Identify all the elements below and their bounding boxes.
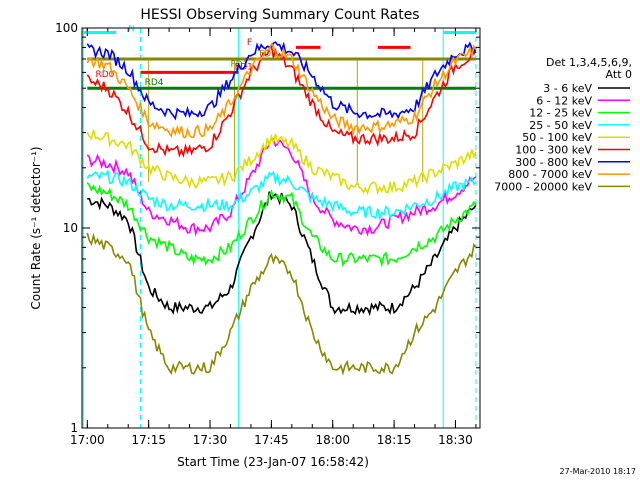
legend-entry-label: 50 - 100 keV [522, 131, 592, 144]
legend-entry-label: 7000 - 20000 keV [494, 180, 592, 193]
legend-entry-label: 12 - 25 keV [529, 107, 592, 120]
y-tick-label: 10 [63, 221, 78, 235]
series-line [86, 129, 477, 196]
y-tick-label: 100 [55, 21, 78, 35]
legend-entry-label: 100 - 300 keV [515, 144, 592, 157]
series-line [86, 41, 477, 121]
legend-entry-label: 300 - 800 keV [515, 156, 592, 169]
legend-entry-label: 3 - 6 keV [543, 82, 592, 95]
legend-entry-label: 800 - 7000 keV [508, 168, 592, 181]
flag-label: RD4 [145, 78, 164, 88]
x-tick-label: 17:45 [254, 433, 289, 447]
legend-title: Det 1,3,4,5,6,9, [546, 56, 632, 69]
y-axis-label: Count Rate (s⁻¹ detector⁻¹) [29, 146, 43, 309]
x-tick-label: 18:00 [315, 433, 350, 447]
legend-entry-label: 6 - 12 keV [536, 94, 592, 107]
series-line [86, 44, 477, 159]
flag-label: F [247, 38, 252, 48]
series-layer [86, 41, 477, 376]
axes: 17:00 17:15 17:30 17:45 18:00 18:15 18:30 1 10 10… [55, 21, 481, 447]
series-line [86, 182, 477, 268]
series-line [86, 232, 477, 376]
x-tick-label: 18:30 [438, 433, 473, 447]
footer-timestamp: 27-Mar-2010 18:17 [560, 467, 637, 476]
flag-label: RD0 [95, 70, 114, 80]
legend-entry-label: 25 - 50 keV [529, 119, 592, 132]
y-tick-label: 1 [70, 421, 78, 435]
flag-label: N [128, 25, 135, 35]
series-line [86, 136, 477, 237]
legend-subtitle: Att 0 [606, 68, 632, 81]
x-tick-label: 17:30 [193, 433, 228, 447]
series-line [87, 191, 477, 317]
series-line [86, 42, 477, 139]
x-tick-label: 18:15 [377, 433, 412, 447]
x-axis-label: Start Time (23-Jan-07 16:58:42) [177, 455, 369, 469]
series-line [86, 169, 477, 221]
x-tick-label: 17:00 [70, 433, 105, 447]
x-tick-label: 17:15 [131, 433, 166, 447]
chart-title: HESSI Observing Summary Count Rates [140, 7, 419, 23]
